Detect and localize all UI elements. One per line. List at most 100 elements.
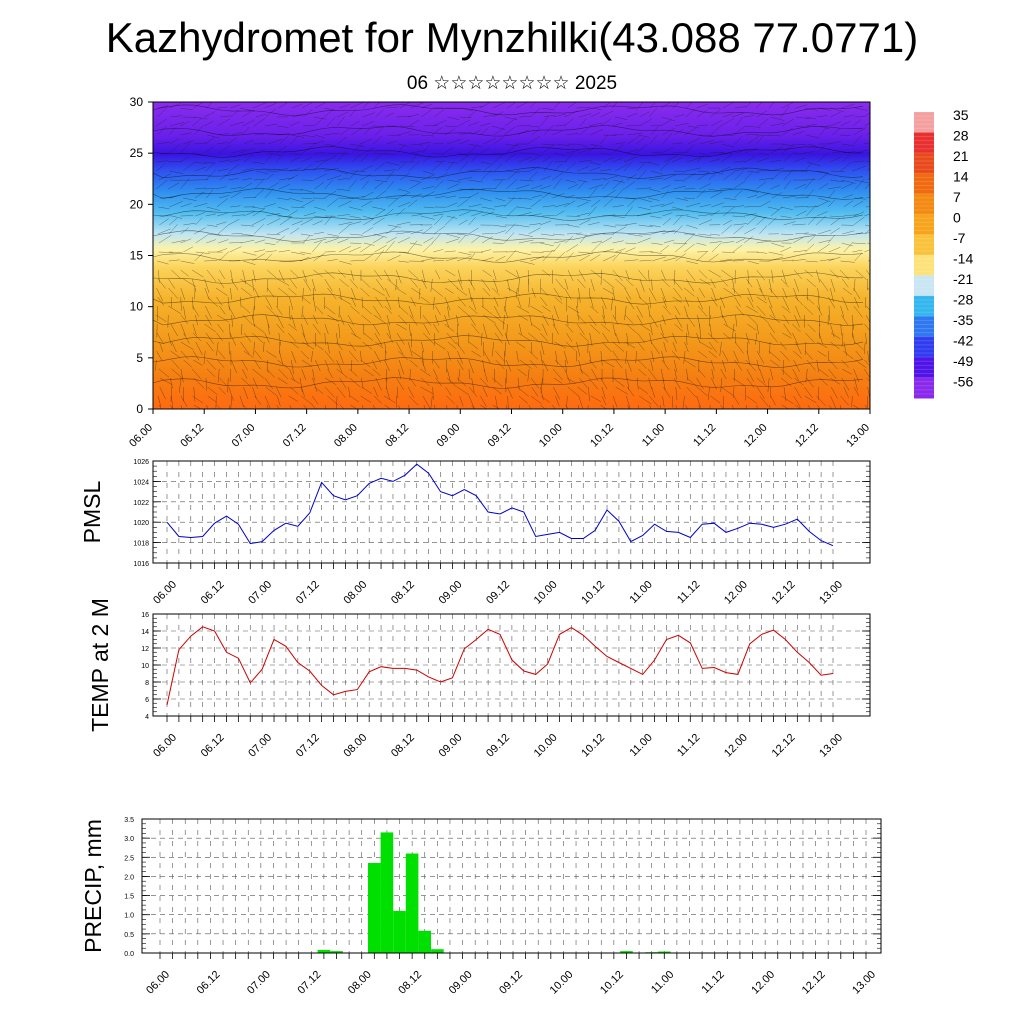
wind-barb (362, 102, 370, 109)
wind-barb (780, 368, 793, 380)
wind-barb (216, 296, 223, 306)
wind-barb (278, 368, 289, 380)
wind-barb (507, 287, 521, 296)
wind-barb (241, 233, 254, 236)
wind-barb (745, 359, 757, 372)
contour-line (153, 293, 864, 305)
wind-barb (626, 359, 632, 372)
wind-barb (767, 377, 770, 393)
wind-barb (375, 190, 387, 199)
wind-barb (804, 386, 813, 399)
wind-barb (553, 233, 565, 236)
wind-barb (395, 208, 406, 217)
wind-barb (276, 314, 284, 329)
wind-barb (672, 296, 682, 303)
wind-barb (446, 233, 461, 239)
wind-barb (793, 350, 803, 359)
wind-barb (435, 160, 446, 163)
wind-barb (771, 242, 785, 248)
wind-barb (157, 106, 169, 118)
precip-xtick-label: 12.00 (749, 969, 777, 997)
wind-barb (278, 102, 288, 109)
wind-barb (756, 134, 772, 136)
wind-barb (530, 305, 543, 314)
wind-barb (206, 102, 213, 109)
wind-barb (866, 377, 870, 382)
wind-barb (327, 259, 338, 262)
wind-barb (866, 196, 870, 199)
wind-barb (769, 287, 779, 299)
wind-barb (446, 161, 455, 172)
wind-barb (708, 314, 711, 327)
wind-barb (794, 296, 804, 306)
wind-barb (445, 238, 460, 244)
wind-barb (792, 131, 805, 136)
heatmap-ytick-label: 0 (136, 402, 143, 416)
wind-barb (601, 236, 613, 244)
wind-barb (206, 239, 216, 244)
wind-barb (722, 113, 733, 118)
wind-barb (687, 137, 701, 145)
wind-barb (612, 215, 625, 218)
wind-barb (264, 102, 277, 109)
heatmap-ytick-label: 15 (130, 249, 144, 263)
wind-barb (408, 113, 420, 118)
wind-barb (159, 341, 164, 352)
wind-barb (507, 197, 521, 200)
pmsl-frame (152, 460, 871, 564)
wind-barb (275, 150, 287, 163)
wind-barb (266, 278, 269, 292)
wind-barb (746, 305, 758, 313)
wind-barb (351, 153, 362, 163)
wind-barb (362, 147, 375, 154)
wind-barb (219, 115, 231, 118)
wind-barb (348, 350, 359, 363)
wind-barbs-layer (153, 102, 870, 409)
wind-barb (386, 140, 398, 145)
wind-barb (759, 152, 770, 156)
wind-barb (204, 111, 216, 118)
wind-barb (444, 296, 451, 311)
wind-barb (651, 350, 655, 363)
wind-barb (770, 368, 774, 380)
wind-barb (816, 341, 828, 348)
wind-barb (661, 278, 670, 288)
wind-barb (387, 198, 398, 208)
wind-barb (156, 163, 165, 172)
wind-barb (265, 173, 275, 181)
wind-barb (374, 332, 383, 347)
wind-barb (699, 278, 711, 286)
precip-frame (141, 818, 882, 954)
wind-barb (339, 129, 349, 136)
wind-barb (527, 368, 530, 382)
wind-barb (732, 244, 743, 253)
wind-barb (494, 332, 503, 344)
wind-barb (495, 197, 506, 202)
wind-barb (243, 260, 256, 265)
wind-barb (579, 127, 589, 136)
wind-barb (303, 404, 308, 409)
wind-barb (746, 350, 751, 365)
wind-barb (866, 131, 870, 136)
wind-barb (300, 218, 313, 226)
wind-barb (578, 287, 581, 303)
wind-barb (457, 296, 466, 307)
wind-barb (240, 278, 253, 288)
wind-barb (830, 278, 836, 293)
wind-barb (828, 141, 842, 145)
wind-barb (769, 159, 782, 163)
wind-barb (361, 200, 373, 208)
wind-barb (338, 221, 353, 226)
wind-barb (804, 177, 815, 190)
wind-barb (663, 155, 678, 163)
wind-barb (674, 305, 681, 316)
wind-barb (324, 269, 335, 280)
wind-barb (684, 296, 690, 307)
wind-barb (338, 296, 352, 305)
wind-barb (180, 107, 194, 111)
wind-barb (708, 172, 717, 181)
wind-barb (648, 177, 664, 181)
wind-barb (758, 118, 769, 127)
wind-barb (479, 377, 490, 388)
wind-barb (194, 187, 207, 190)
